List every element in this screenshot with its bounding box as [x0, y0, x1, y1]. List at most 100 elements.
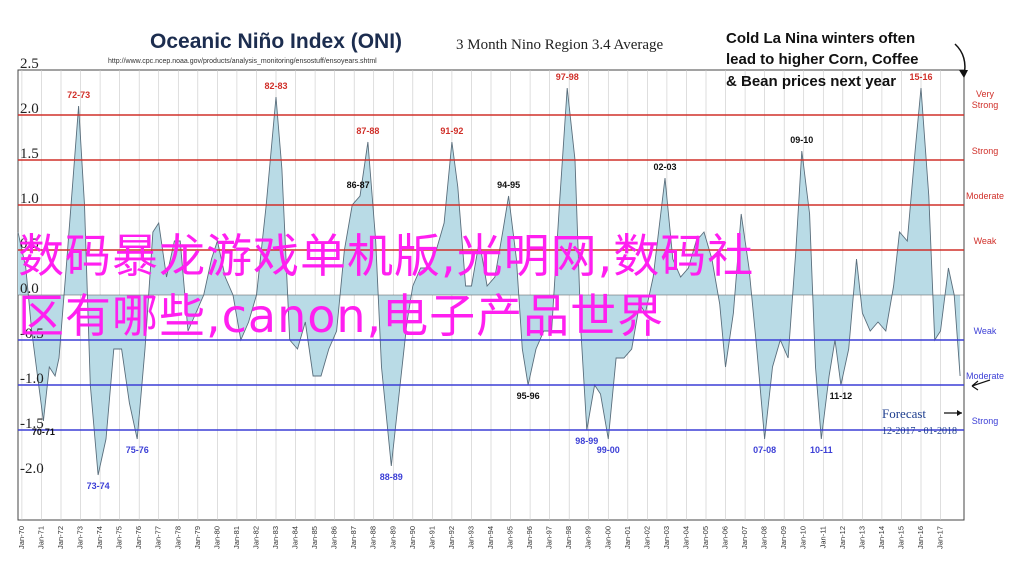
x-tick-23: Jan-93: [466, 526, 475, 549]
x-tick-12: Jan-82: [251, 526, 260, 549]
forecast-annotation: Forecast 12-2017 - 01-2018: [882, 379, 991, 437]
y-tick-6: -0.5: [20, 326, 44, 342]
x-tick-5: Jan-75: [115, 526, 124, 549]
peak-label-warm-4: 97-98: [556, 72, 579, 82]
x-tick-30: Jan-00: [603, 526, 612, 549]
threshold-label-5-0: Moderate: [966, 371, 1004, 381]
peak-label-neutral-1: 94-95: [497, 180, 520, 190]
peak-label-neutral-3: 09-10: [790, 135, 813, 145]
peak-label-cold-1: 75-76: [126, 445, 149, 455]
x-tick-46: Jan-16: [916, 526, 925, 549]
y-tick-4: 0.5: [20, 236, 39, 252]
y-tick-3: 1.0: [20, 191, 39, 207]
x-tick-34: Jan-04: [681, 526, 690, 549]
x-tick-16: Jan-86: [330, 526, 339, 549]
y-tick-9: -2.0: [20, 461, 44, 477]
x-tick-42: Jan-12: [838, 526, 847, 549]
threshold-label-0-1: Strong: [972, 100, 999, 110]
x-tick-35: Jan-05: [701, 526, 710, 549]
x-tick-44: Jan-14: [877, 526, 886, 549]
threshold-label-2-0: Moderate: [966, 191, 1004, 201]
threshold-layer: VeryStrongStrongModerateWeakWeakModerate…: [18, 89, 1004, 431]
x-tick-7: Jan-77: [154, 526, 163, 549]
source-url: http://www.cpc.ncep.noaa.gov/products/an…: [108, 58, 377, 65]
peak-label-neutral-4: 70-71: [32, 427, 55, 437]
peak-label-neutral-0: 86-87: [347, 180, 370, 190]
peak-label-neutral-6: 11-12: [830, 391, 853, 401]
x-tick-9: Jan-79: [193, 526, 202, 549]
x-tick-28: Jan-98: [564, 526, 573, 549]
x-tick-17: Jan-87: [349, 526, 358, 549]
callout-arrowhead: [959, 70, 968, 78]
forecast-pointer-icon: [971, 379, 991, 391]
y-tick-labels: 2.5 2.0 1.5 1.0 0.5 0.0 -0.5 -1.0 -1.5 -2.0: [20, 56, 44, 477]
x-tick-37: Jan-07: [740, 526, 749, 549]
threshold-label-0-0: Very: [976, 89, 995, 99]
peak-label-warm-2: 87-88: [356, 126, 379, 136]
peak-label-cold-4: 99-00: [597, 445, 620, 455]
x-tick-15: Jan-85: [310, 526, 319, 549]
peak-label-cold-0: 73-74: [87, 481, 110, 491]
peak-label-warm-1: 82-83: [264, 81, 287, 91]
peak-label-neutral-5: 95-96: [517, 391, 540, 401]
peak-label-warm-5: 15-16: [909, 72, 932, 82]
x-tick-11: Jan-81: [232, 526, 241, 549]
x-tick-1: Jan-71: [36, 526, 45, 549]
x-tick-3: Jan-73: [76, 526, 85, 549]
peak-label-cold-2: 88-89: [380, 472, 403, 482]
x-tick-43: Jan-13: [857, 526, 866, 549]
x-tick-29: Jan-99: [584, 526, 593, 549]
peak-labels: 72-73 82-83 87-88 91-92 97-98 15-16 86-87 94-95…: [32, 72, 933, 491]
x-tick-38: Jan-08: [760, 526, 769, 549]
callout-line-3: & Bean prices next year: [726, 73, 896, 90]
x-tick-22: Jan-92: [447, 526, 456, 549]
callout: Cold La Nina winters often lead to highe…: [726, 30, 968, 90]
x-tick-14: Jan-84: [291, 526, 300, 549]
oni-area-layer: [17, 87, 964, 476]
callout-line-1: Cold La Nina winters often: [726, 30, 915, 47]
x-tick-2: Jan-72: [56, 526, 65, 549]
callout-line-2: lead to higher Corn, Coffee: [726, 51, 919, 68]
x-tick-26: Jan-96: [525, 526, 534, 549]
x-tick-24: Jan-94: [486, 526, 495, 549]
chart-title: Oceanic Niño Index (ONI): [150, 30, 402, 53]
x-tick-21: Jan-91: [427, 526, 436, 549]
peak-label-warm-3: 91-92: [440, 126, 463, 136]
x-tick-6: Jan-76: [134, 526, 143, 549]
y-tick-2: 1.5: [20, 146, 39, 162]
chart-subtitle: 3 Month Nino Region 3.4 Average: [456, 37, 664, 53]
x-tick-41: Jan-11: [818, 526, 827, 548]
x-tick-labels: Jan-70 Jan-71 Jan-72 Jan-73 Jan-74 Jan-75 Jan-…: [17, 526, 945, 549]
x-tick-47: Jan-17: [936, 526, 945, 549]
peak-label-cold-6: 10-11: [810, 445, 833, 455]
oni-series-line: [17, 87, 961, 476]
y-tick-5: 0.0: [20, 281, 39, 297]
forecast-label: Forecast: [882, 406, 926, 421]
x-tick-27: Jan-97: [545, 526, 554, 549]
forecast-range: 12-2017 - 01-2018: [882, 426, 957, 437]
y-tick-8: -1.5: [20, 416, 44, 432]
peak-label-neutral-2: 02-03: [653, 162, 676, 172]
forecast-arrowhead: [957, 410, 962, 416]
x-tick-25: Jan-95: [506, 526, 515, 549]
x-tick-32: Jan-02: [642, 526, 651, 549]
x-tick-8: Jan-78: [173, 526, 182, 549]
x-tick-0: Jan-70: [17, 526, 26, 549]
y-tick-7: -1.0: [20, 371, 44, 387]
x-tick-13: Jan-83: [271, 526, 280, 549]
peak-label-cold-5: 07-08: [753, 445, 776, 455]
peak-label-warm-0: 72-73: [67, 90, 90, 100]
peak-label-cold-3: 98-99: [575, 436, 598, 446]
x-tick-40: Jan-10: [799, 526, 808, 549]
x-tick-19: Jan-89: [388, 526, 397, 549]
y-tick-1: 2.0: [20, 101, 39, 117]
x-tick-39: Jan-09: [779, 526, 788, 549]
threshold-label-4-0: Weak: [974, 326, 997, 336]
x-tick-33: Jan-03: [662, 526, 671, 549]
threshold-label-1-0: Strong: [972, 146, 999, 156]
threshold-label-6-0: Strong: [972, 416, 999, 426]
x-tick-4: Jan-74: [95, 526, 104, 549]
x-tick-31: Jan-01: [623, 526, 632, 549]
x-tick-20: Jan-90: [408, 526, 417, 549]
